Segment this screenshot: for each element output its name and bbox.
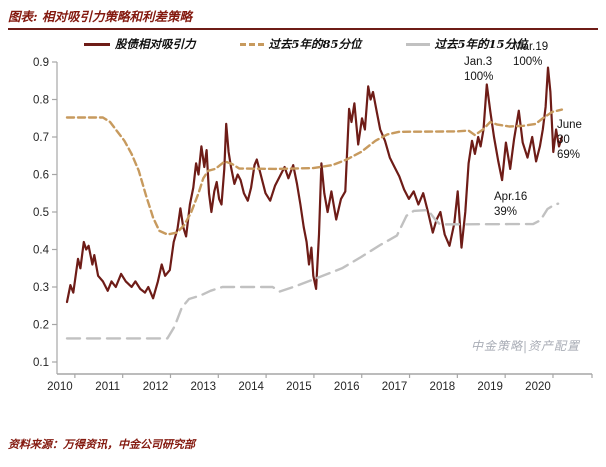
- x-tick-label: 2011: [95, 381, 120, 393]
- series-line-0: [65, 66, 564, 304]
- annotation-jan3: Jan.3 100%: [464, 56, 494, 84]
- series-line-2: [65, 202, 560, 340]
- series-line-1: [65, 108, 564, 236]
- legend-item-1: 过去5年的85分位: [239, 36, 362, 52]
- y-tick-label: 0.3: [33, 282, 49, 294]
- x-tick-label: 2012: [143, 381, 169, 393]
- y-tick-label: 0.4: [33, 245, 50, 257]
- y-tick-label: 0.9: [33, 57, 49, 69]
- x-tick-label: 2014: [238, 381, 264, 393]
- watermark: 中金策略|资产配置: [470, 339, 580, 353]
- annotation-june30: June 30 69%: [557, 119, 582, 162]
- y-tick-label: 0.6: [33, 170, 49, 182]
- title-divider: [8, 28, 598, 30]
- x-tick-label: 2015: [286, 381, 312, 393]
- y-tick-label: 0.7: [33, 132, 49, 144]
- legend-item-2: 过去5年的15分位: [405, 36, 528, 52]
- x-tick-label: 2016: [334, 381, 360, 393]
- y-tick-label: 0.8: [33, 95, 49, 107]
- y-tick-label: 0.2: [33, 320, 49, 332]
- figure-title: 图表: 相对吸引力策略和利差策略: [8, 9, 192, 24]
- legend-label-0: 股债相对吸引力: [115, 37, 196, 51]
- legend-marker-1: [239, 42, 264, 46]
- x-tick-label: 2013: [191, 381, 217, 393]
- x-tick-label: 2020: [525, 381, 551, 393]
- legend-item-0: 股债相对吸引力: [84, 36, 196, 52]
- x-tick-label: 2017: [382, 381, 408, 393]
- legend-marker-0: [84, 42, 110, 46]
- x-tick-label: 2010: [47, 381, 73, 393]
- y-tick-label: 0.1: [33, 357, 49, 369]
- y-tick-label: 0.5: [33, 207, 49, 219]
- legend-label-1: 过去5年的85分位: [268, 37, 362, 51]
- legend-label-2: 过去5年的15分位: [434, 37, 528, 51]
- x-tick-label: 2018: [430, 381, 456, 393]
- annotation-apr16: Apr.16 39%: [494, 191, 528, 219]
- annotation-mar19: Mar.19 100%: [513, 41, 549, 69]
- x-tick-label: 2019: [477, 381, 503, 393]
- legend-marker-2: [405, 42, 430, 46]
- chart-legend: 股债相对吸引力 过去5年的85分位 过去5年的15分位: [84, 36, 528, 52]
- source-note: 资料来源：万得资讯，中金公司研究部: [8, 438, 195, 451]
